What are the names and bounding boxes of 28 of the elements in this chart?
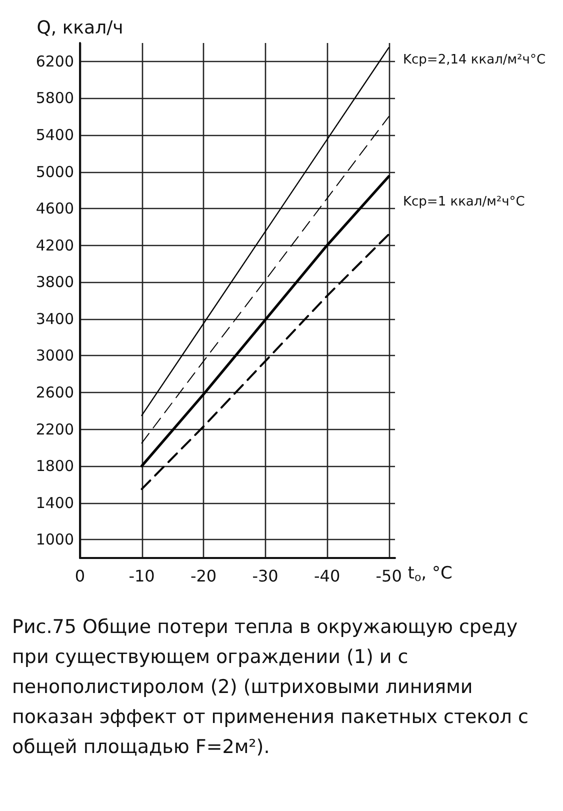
y-tick-label: 2200 xyxy=(36,420,74,438)
line-series xyxy=(140,233,390,490)
x-tick-label: -20 xyxy=(190,566,217,586)
y-tick-label: 1000 xyxy=(36,530,74,549)
text: Kср=1 ккал/м²ч°С xyxy=(403,194,525,210)
x-tick-label: -40 xyxy=(314,566,340,586)
x-tick-label: -30 xyxy=(252,566,278,586)
y-tick-label: 3000 xyxy=(36,346,74,365)
x-tick-label: -10 xyxy=(128,566,155,586)
y-tick-label: 1800 xyxy=(36,457,74,476)
y-tick-label: 5800 xyxy=(36,89,74,108)
y-tick-label: 6200 xyxy=(36,52,74,70)
y-tick-label: 5000 xyxy=(36,162,74,181)
y-tick-label: 2600 xyxy=(36,383,74,402)
y-tick-label: 1400 xyxy=(36,494,74,512)
y-tick-label: 3400 xyxy=(36,310,74,328)
y-tick-label: 4200 xyxy=(36,236,74,254)
line-series xyxy=(140,175,390,468)
y-axis-title: Q, ккал/ч xyxy=(36,18,124,38)
line-series xyxy=(141,116,390,444)
y-tick-label: 5400 xyxy=(36,126,74,144)
line-series xyxy=(141,47,390,416)
x-tick-label: -50 xyxy=(376,566,402,586)
x-tick-label: 0 xyxy=(74,566,86,586)
text: Kср=2,14 ккал/м²ч°С xyxy=(403,52,546,68)
y-tick-label: 3800 xyxy=(36,273,74,292)
y-tick-label: 4600 xyxy=(36,200,74,218)
text: Рис.75 Общие потери тепла в окружающую среду при существующем ограждении (1) и с пенополистиролом (2) (штриховыми линиями показан эффект от применения пакетных стекол с общей площадью F=2м²). xyxy=(12,615,530,760)
